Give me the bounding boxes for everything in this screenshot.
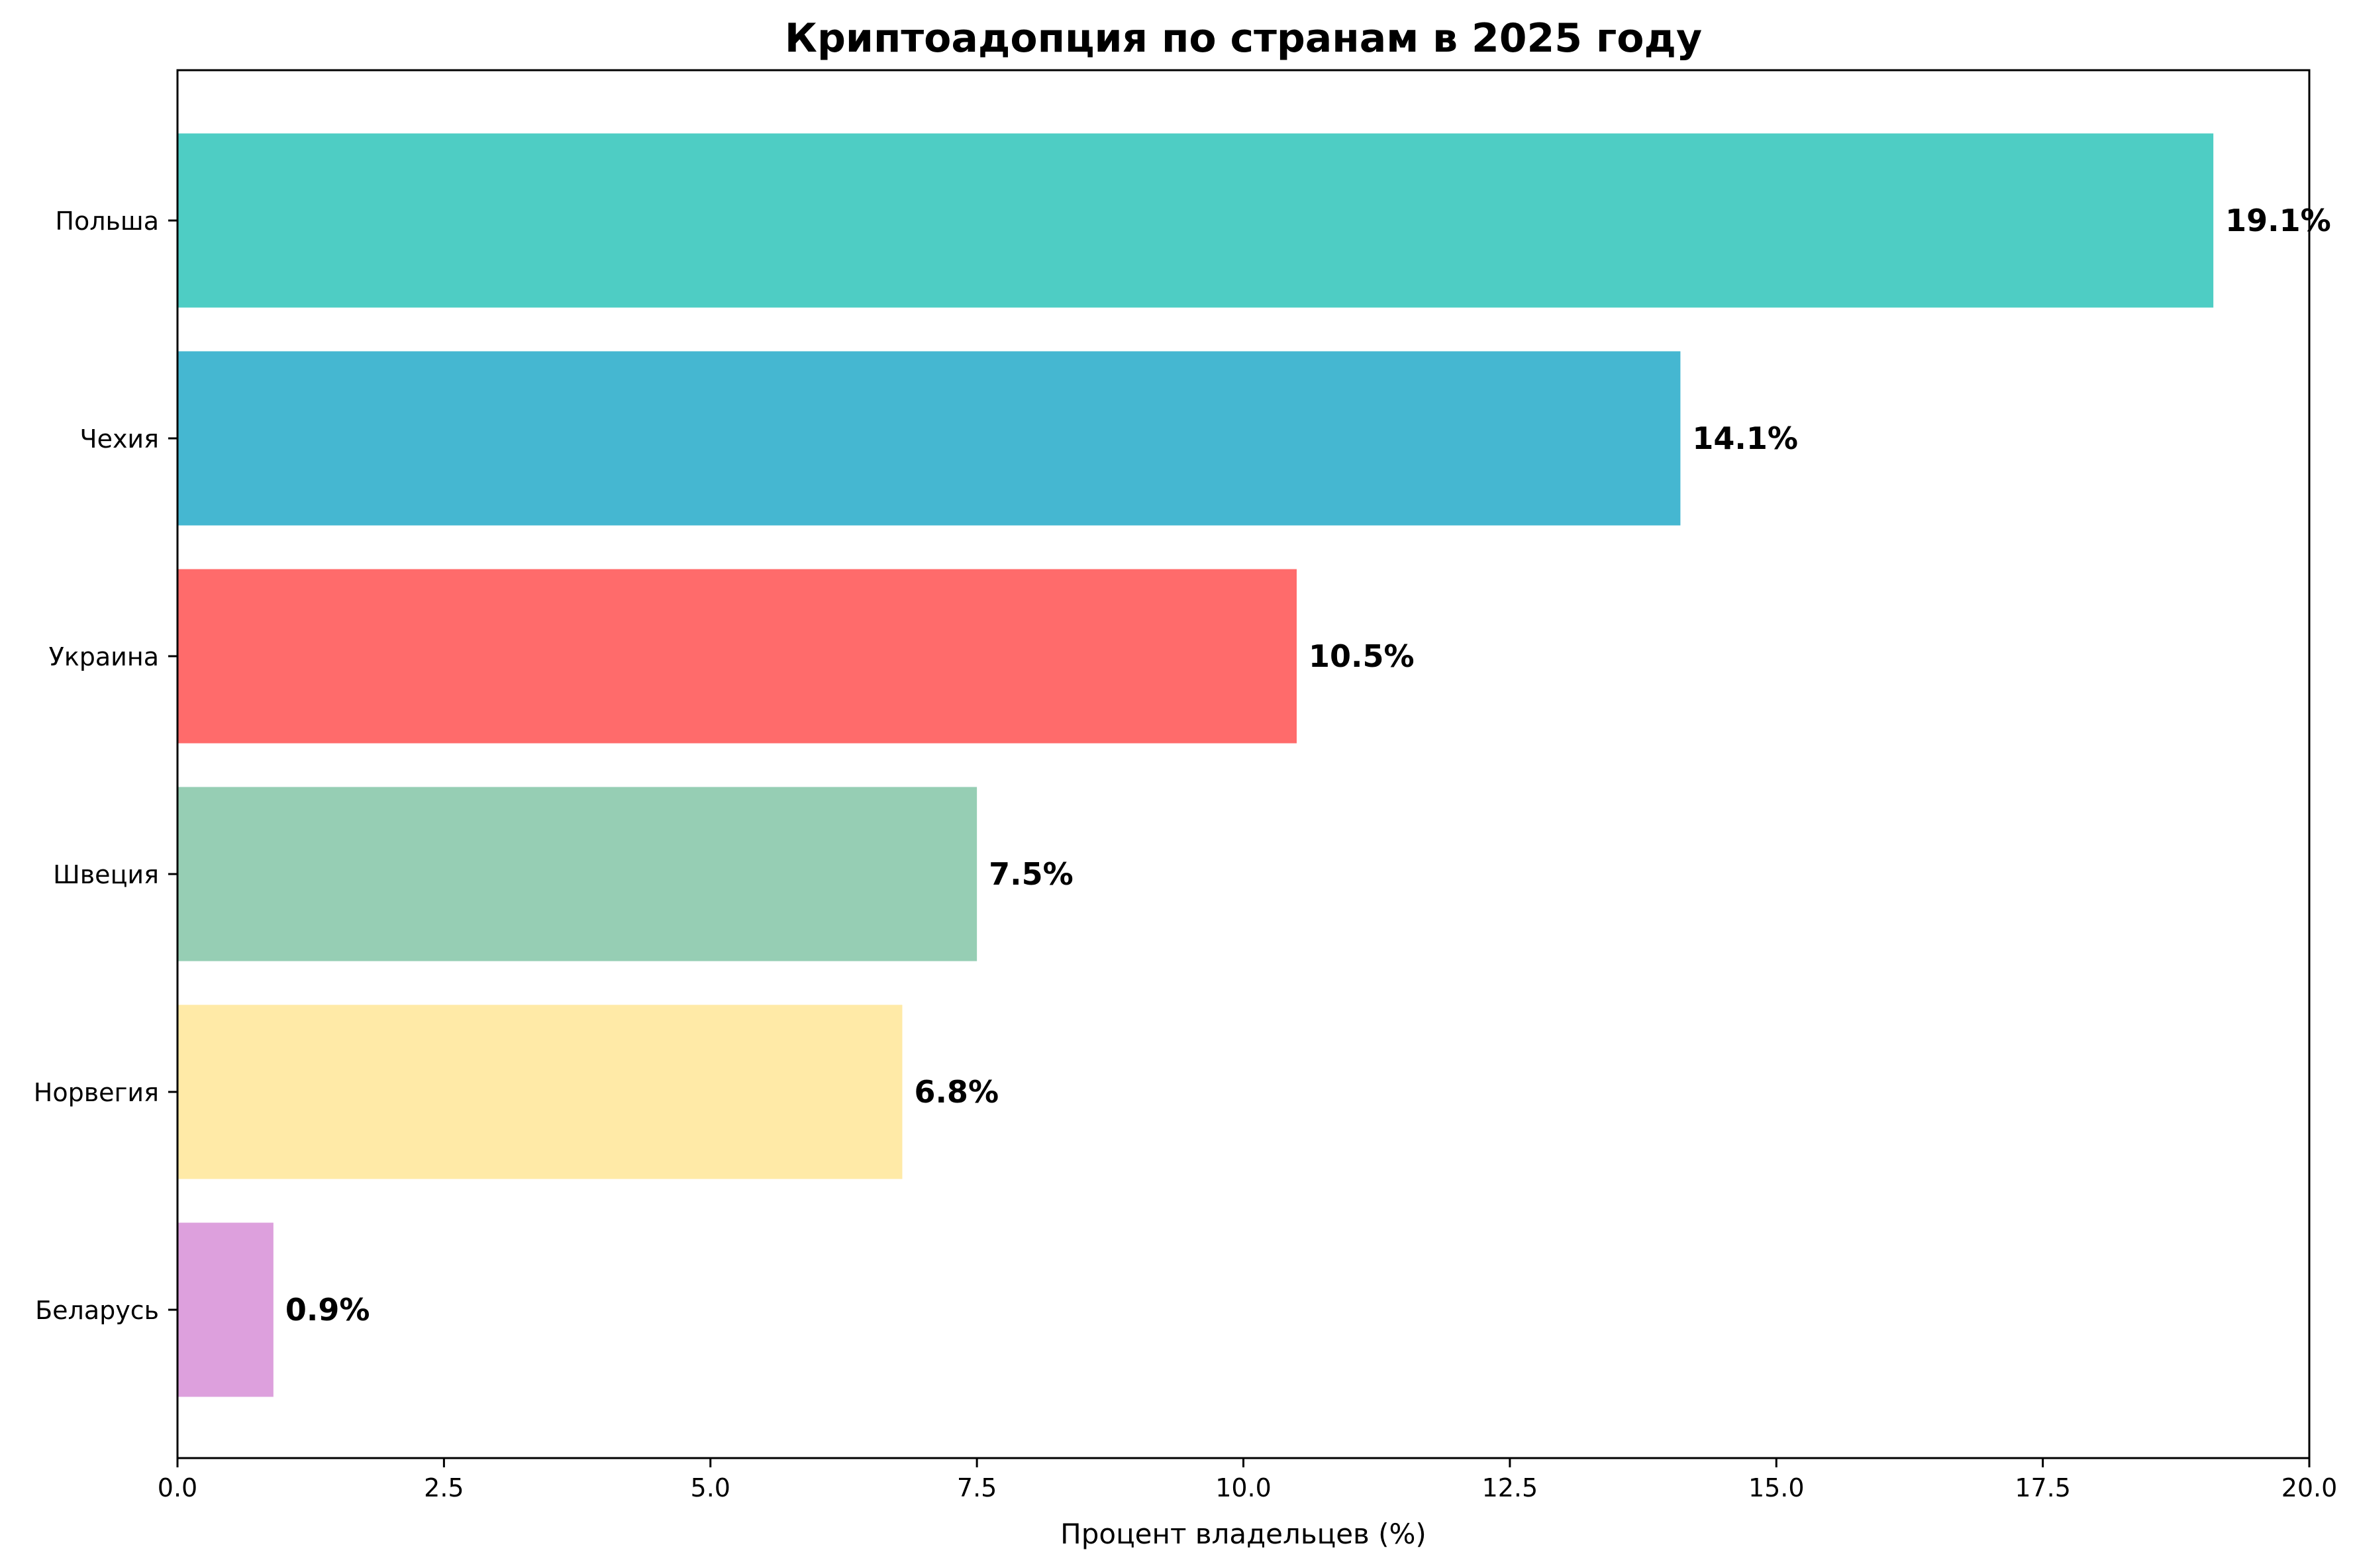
x-tick-label-5: 12.5 [1482, 1473, 1538, 1502]
bars-group [177, 133, 2214, 1397]
bar-4 [177, 1004, 903, 1179]
x-axis-label: Процент владельцев (%) [1060, 1518, 1427, 1550]
bar-5 [177, 1222, 274, 1397]
y-tick-label-2: Украина [49, 642, 159, 671]
data-label-5: 0.9% [285, 1292, 370, 1328]
data-label-3: 7.5% [989, 856, 1074, 892]
data-labels-group: 19.1% 14.1% 10.5% 7.5% 6.8% 0.9% [285, 203, 2331, 1328]
bar-2 [177, 569, 1297, 744]
x-tick-label-8: 20.0 [2281, 1473, 2338, 1502]
x-tick-label-7: 17.5 [2015, 1473, 2071, 1502]
data-label-0: 19.1% [2225, 203, 2331, 238]
x-tick-label-6: 15.0 [1748, 1473, 1805, 1502]
y-tick-label-3: Швеция [53, 860, 159, 889]
data-label-4: 6.8% [914, 1074, 999, 1110]
bar-1 [177, 351, 1681, 526]
y-axis-ticks: Польша Чехия Украина Швеция Норвегия Беларусь [34, 207, 177, 1325]
data-label-2: 10.5% [1309, 638, 1415, 674]
x-tick-label-2: 5.0 [691, 1473, 730, 1502]
x-tick-label-0: 0.0 [158, 1473, 197, 1502]
data-label-1: 14.1% [1692, 420, 1798, 456]
x-tick-label-4: 10.0 [1215, 1473, 1272, 1502]
plot-frame [176, 69, 2311, 1459]
bar-0 [177, 133, 2214, 308]
bar-3 [177, 787, 977, 961]
y-tick-label-5: Беларусь [35, 1296, 159, 1325]
x-tick-label-3: 7.5 [957, 1473, 997, 1502]
x-axis-ticks: 0.0 2.5 5.0 7.5 10.0 12.5 15.0 17.5 20.0 [158, 1458, 2338, 1502]
y-tick-label-4: Норвегия [34, 1078, 159, 1107]
y-tick-label-1: Чехия [80, 424, 159, 454]
x-tick-label-1: 2.5 [424, 1473, 464, 1502]
y-tick-label-0: Польша [55, 207, 159, 236]
chart-title: Криптоадопция по странам в 2025 году [785, 15, 1702, 62]
